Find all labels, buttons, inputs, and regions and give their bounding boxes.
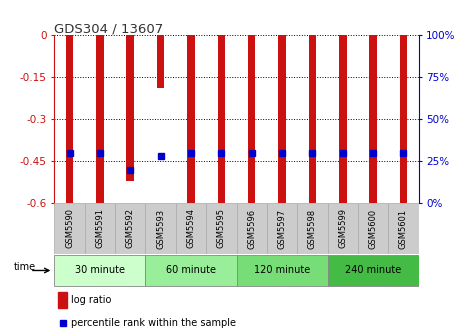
Bar <box>308 35 316 203</box>
Bar <box>126 35 134 181</box>
Bar <box>297 203 327 254</box>
Text: GSM5596: GSM5596 <box>247 208 256 249</box>
Bar <box>248 35 255 203</box>
Bar <box>400 35 407 203</box>
Text: GSM5592: GSM5592 <box>126 208 135 249</box>
Bar <box>339 35 347 203</box>
Bar <box>267 203 297 254</box>
Bar <box>96 35 104 203</box>
Bar <box>218 35 225 203</box>
Bar <box>369 35 377 203</box>
Text: time: time <box>14 262 36 272</box>
Text: log ratio: log ratio <box>71 295 111 305</box>
Text: GSM5597: GSM5597 <box>278 208 287 249</box>
Text: 30 minute: 30 minute <box>75 265 125 275</box>
Bar <box>358 203 388 254</box>
Bar <box>145 203 176 254</box>
Text: GSM5600: GSM5600 <box>368 208 377 249</box>
Bar <box>54 255 146 286</box>
Bar <box>206 203 236 254</box>
Bar <box>176 203 206 254</box>
Text: GSM5598: GSM5598 <box>308 208 317 249</box>
Bar <box>327 255 419 286</box>
Bar <box>388 203 419 254</box>
Bar <box>327 203 358 254</box>
Bar <box>278 35 286 203</box>
Text: GDS304 / 13607: GDS304 / 13607 <box>54 22 164 35</box>
Text: GSM5599: GSM5599 <box>338 208 347 249</box>
Bar <box>58 292 67 308</box>
Bar <box>85 203 115 254</box>
Bar <box>157 35 165 88</box>
Text: GSM5591: GSM5591 <box>96 208 105 249</box>
Bar <box>66 35 73 203</box>
Bar <box>236 255 327 286</box>
Bar <box>145 255 236 286</box>
Text: GSM5601: GSM5601 <box>399 208 408 249</box>
Text: GSM5590: GSM5590 <box>65 208 74 249</box>
Text: 60 minute: 60 minute <box>166 265 216 275</box>
Text: GSM5593: GSM5593 <box>156 208 165 249</box>
Bar <box>236 203 267 254</box>
Text: GSM5595: GSM5595 <box>217 208 226 249</box>
Bar <box>54 203 85 254</box>
Bar <box>115 203 146 254</box>
Text: percentile rank within the sample: percentile rank within the sample <box>71 318 236 328</box>
Text: 240 minute: 240 minute <box>345 265 401 275</box>
Bar <box>187 35 195 203</box>
Text: 120 minute: 120 minute <box>254 265 310 275</box>
Text: GSM5594: GSM5594 <box>186 208 195 249</box>
